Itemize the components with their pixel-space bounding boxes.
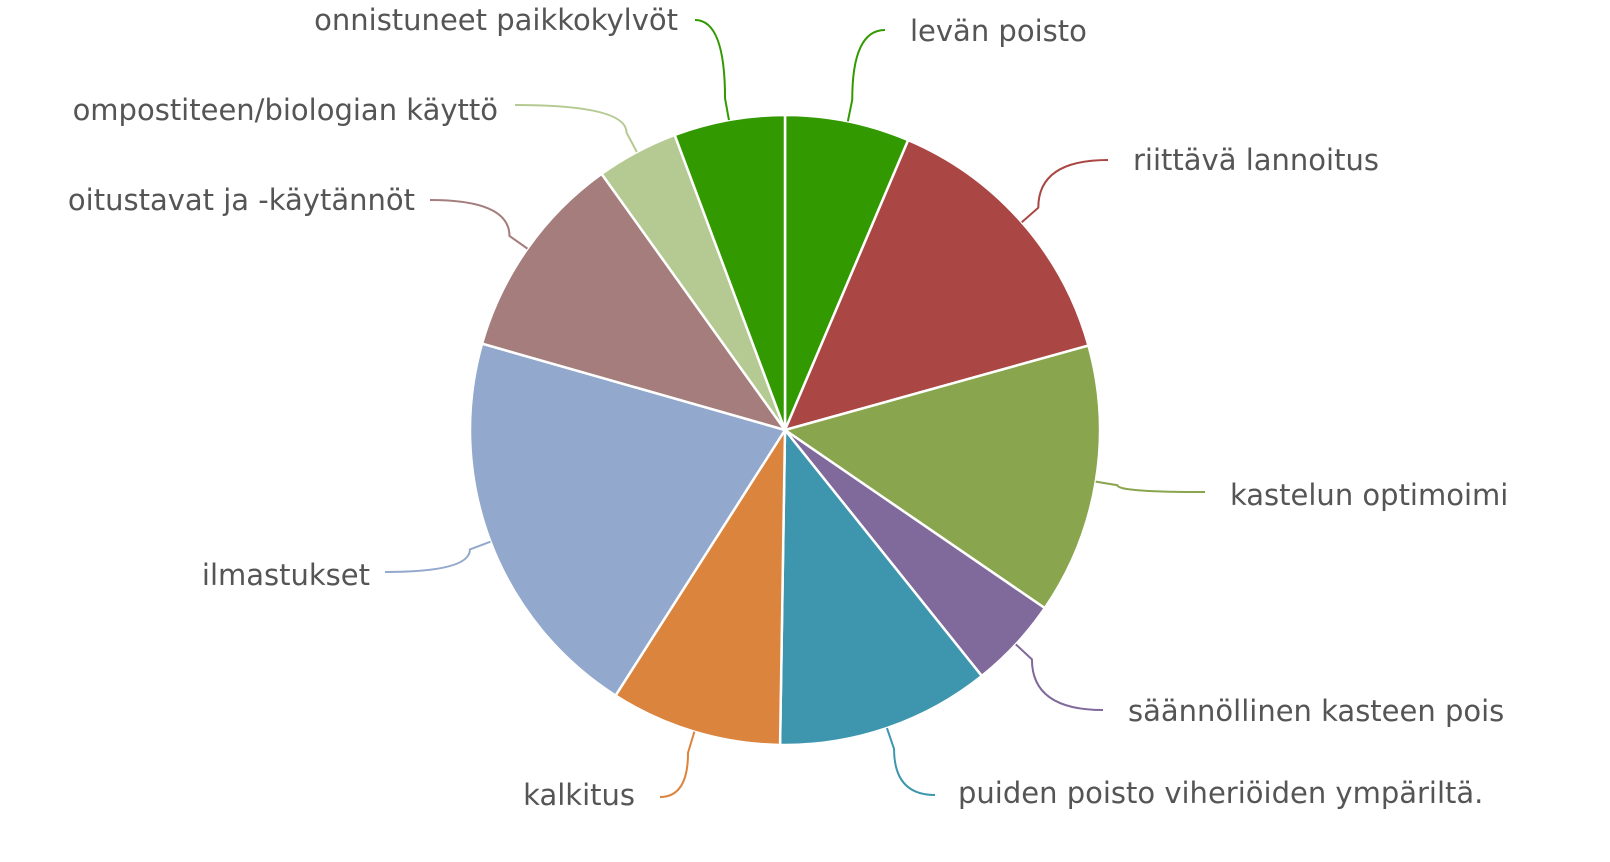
slice-label: oitustavat ja -käytännöt	[68, 183, 415, 217]
connector	[846, 29, 886, 122]
slice-label: säännöllinen kasteen pois	[1128, 694, 1504, 728]
pie-slice	[783, 113, 910, 431]
connector	[694, 19, 730, 121]
slice-label: levän poisto	[910, 14, 1087, 48]
pie-slice	[480, 172, 789, 433]
slice-label: kastelun optimoimi	[1230, 478, 1508, 512]
connector	[659, 731, 696, 798]
pie-slice	[782, 138, 1090, 432]
pie-slice	[782, 343, 1102, 610]
connector	[1021, 159, 1109, 223]
connector	[514, 104, 638, 153]
slice-label: kalkitus	[523, 778, 635, 812]
connector	[384, 540, 491, 573]
slice-label: puiden poisto viheriöiden ympäriltä.	[958, 776, 1483, 810]
pie-slice	[778, 426, 984, 747]
connector	[885, 727, 936, 796]
connector	[429, 199, 529, 250]
connector	[1095, 480, 1206, 493]
slice-label: ilmastukset	[202, 558, 370, 592]
slice-label: riittävä lannoitus	[1133, 143, 1379, 177]
slice-label: onnistuneet paikkokylvöt	[314, 3, 678, 37]
pie-slice	[613, 425, 787, 747]
pie-slice	[468, 342, 787, 698]
connector	[1015, 643, 1104, 711]
slice-label: ompostiteen/biologian käyttö	[73, 93, 498, 127]
